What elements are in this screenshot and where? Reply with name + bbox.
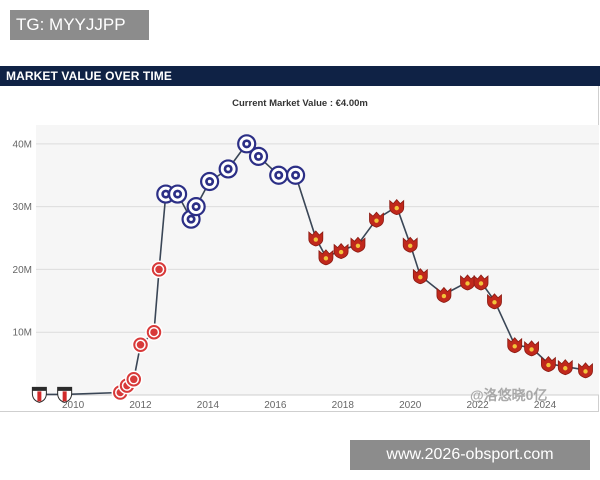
data-point-shanghai [389,199,405,216]
watermark-mid: @洛悠晓0亿 [470,387,548,403]
x-tick-label: 2014 [197,400,220,411]
data-point-chelsea [285,165,306,185]
data-point-spfc [31,386,47,403]
y-tick-label: 40M [13,139,32,150]
data-points [31,134,593,403]
data-point-shanghai [308,230,324,247]
data-point-shanghai [402,236,418,253]
data-point-shanghai [524,340,539,357]
x-tick-label: 2012 [129,400,152,411]
data-point-internacional [145,323,163,341]
x-tick-label: 2018 [332,400,355,411]
data-point-shanghai [507,337,523,354]
data-point-internacional [150,260,168,279]
data-point-shanghai [557,359,573,376]
y-tick-label: 30M [13,202,32,213]
data-point-shanghai [350,236,366,253]
plot-area [36,125,599,395]
data-point-shanghai [487,293,502,310]
data-point-chelsea [167,184,188,204]
y-tick-label: 10M [13,328,32,339]
chart-title: Current Market Value : €4.00m [232,98,368,109]
x-tick-label: 2024 [534,400,557,411]
data-point-shanghai [318,249,334,266]
data-point-shanghai [473,274,489,291]
data-point-internacional [125,370,143,389]
data-point-chelsea [200,171,220,192]
x-tick-label: 2016 [264,400,287,411]
data-point-shanghai [369,211,384,228]
x-tick-label: 2020 [399,400,422,411]
y-axis-labels: 10M 20M 30M 40M [13,139,32,338]
data-point-spfc [57,386,73,403]
data-point-shanghai [333,242,349,259]
data-point-shanghai [578,362,593,379]
x-tick-label: 2010 [62,400,85,411]
data-point-chelsea [218,159,238,179]
watermark-top-label: TG: MYYJJPP [10,10,149,40]
data-point-chelsea [186,197,206,217]
data-point-shanghai [412,268,428,285]
data-point-chelsea [248,146,269,166]
y-tick-label: 20M [13,265,32,276]
data-point-chelsea [237,134,257,154]
watermark-bottom: www.2026-obsport.com [350,440,590,470]
x-tick-label: 2022 [467,400,490,411]
data-point-shanghai [541,355,556,373]
data-point-chelsea [269,165,289,185]
data-point-internacional [131,336,150,354]
gridlines [36,143,599,396]
x-axis-labels: 2010 2012 2014 2016 2018 2020 2022 2024 [62,400,557,411]
section-header: MARKET VALUE OVER TIME [0,66,600,86]
data-point-shanghai [436,286,452,303]
